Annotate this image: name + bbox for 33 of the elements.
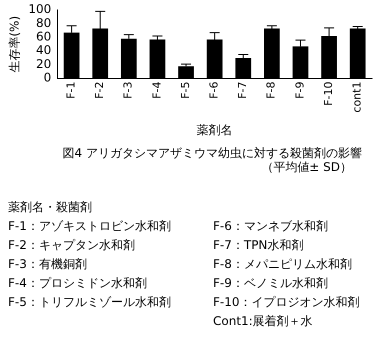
text: F-8：メパニピリム水和剤 xyxy=(213,256,353,273)
text: F-2：キャプタン水和剤 xyxy=(8,237,136,254)
y-tick-label: 80 xyxy=(36,16,52,30)
text: F-5：トリフルミゾール水和剤 xyxy=(8,294,172,311)
x-tick-label: F-9 xyxy=(293,82,306,99)
text: （平均値± SD） xyxy=(260,160,353,174)
x-tick-label: F-6 xyxy=(208,82,221,99)
y-tick-label: 0 xyxy=(44,70,52,85)
x-tick-label: F-8 xyxy=(264,82,278,99)
x-tick-label: F-1 xyxy=(64,82,78,99)
y-tick-label: 60 xyxy=(36,30,52,44)
x-tick-label: cont1 xyxy=(350,82,364,113)
text: 図4 アリガタシマアザミウマ幼虫に対する殺菌剤の影響 xyxy=(62,146,363,160)
text: F-10：イプロジオン水和剤 xyxy=(213,294,361,311)
y-tick-label: 100 xyxy=(28,2,52,16)
y-tick-label: 20 xyxy=(36,56,52,71)
x-tick-label: F-10 xyxy=(322,82,335,106)
text: F-9：ベノミル水和剤 xyxy=(213,275,329,292)
y-axis-title: 生存率(%) xyxy=(7,16,22,73)
text: F-7：TPN水和剤 xyxy=(213,237,304,254)
text: Cont1:展着剤＋水 xyxy=(213,313,314,330)
x-tick-label: F-4 xyxy=(150,82,164,99)
text: F-6：マンネブ水和剤 xyxy=(213,218,329,235)
y-tick-label: 40 xyxy=(36,43,52,58)
x-tick-label: F-3 xyxy=(122,82,135,99)
text: 薬剤名・殺菌剤 xyxy=(8,199,93,216)
x-tick-label: F-5 xyxy=(178,82,192,99)
x-axis-title: 薬剤名 xyxy=(196,122,233,137)
text: F-1：アゾキストロビン水和剤 xyxy=(8,218,172,235)
text: F-3：有機銅剤 xyxy=(8,256,88,273)
text: F-4：プロシミドン水和剤 xyxy=(8,275,148,292)
x-tick-label: F-2 xyxy=(93,82,106,99)
x-tick-label: F-7 xyxy=(236,82,250,99)
